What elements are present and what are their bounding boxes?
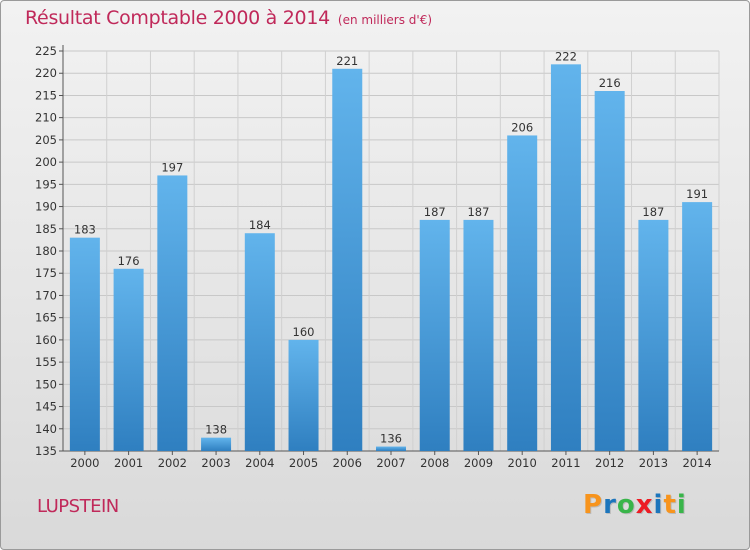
y-tick-label: 150 — [35, 377, 57, 391]
bar — [201, 437, 232, 451]
data-label: 138 — [205, 423, 227, 437]
y-tick-label: 190 — [35, 200, 57, 214]
y-tick-label: 215 — [35, 88, 57, 102]
y-tick-label: 195 — [35, 177, 57, 191]
logo-letter: i — [653, 490, 664, 520]
logo-letter: P — [583, 490, 604, 520]
y-tick-label: 170 — [35, 288, 57, 302]
data-label: 221 — [336, 54, 358, 68]
chart-title: Résultat Comptable 2000 à 2014 — [25, 7, 330, 29]
bar — [376, 446, 406, 451]
data-label: 176 — [118, 254, 140, 268]
logo-letter: x — [635, 490, 654, 520]
bar — [244, 233, 275, 451]
bar — [638, 219, 669, 451]
data-label: 187 — [424, 205, 446, 219]
x-tick-label: 2014 — [682, 456, 711, 470]
y-tick-label: 160 — [35, 333, 57, 347]
x-tick-label: 2001 — [114, 456, 143, 470]
data-label: 222 — [555, 49, 577, 63]
data-labels: 183 176 197 138 184 160 221 136 187 187 206 222 216 1… — [74, 49, 708, 445]
chart-header: Résultat Comptable 2000 à 2014 (en millie… — [25, 7, 432, 29]
x-tick-label: 2013 — [639, 456, 668, 470]
y-tick-label: 210 — [35, 111, 57, 125]
commune-name: LUPSTEIN — [37, 496, 119, 517]
bar — [332, 68, 363, 452]
y-tick-label: 165 — [35, 311, 57, 325]
bar — [682, 202, 713, 451]
logo-letter: t — [663, 490, 677, 520]
data-label: 216 — [599, 76, 621, 90]
y-tick-label: 225 — [35, 44, 57, 58]
logo-letter: i — [676, 490, 687, 520]
x-tick-label: 2003 — [201, 456, 230, 470]
y-tick-label: 220 — [35, 66, 57, 80]
y-tick-label: 185 — [35, 222, 57, 236]
y-tick-label: 175 — [35, 266, 57, 280]
data-label: 197 — [161, 160, 183, 174]
y-tick-label: 145 — [35, 400, 57, 414]
data-label: 191 — [686, 187, 708, 201]
x-tick-label: 2011 — [551, 456, 580, 470]
x-tick-label: 2004 — [245, 456, 274, 470]
bar — [419, 219, 450, 451]
x-tick-label: 2005 — [289, 456, 318, 470]
logo-letter: o — [616, 490, 636, 520]
y-tick-label: 155 — [35, 355, 57, 369]
data-label: 187 — [642, 205, 664, 219]
x-tick-label: 2007 — [376, 456, 405, 470]
data-label: 183 — [74, 223, 96, 237]
data-label: 187 — [467, 205, 489, 219]
bars — [69, 64, 713, 452]
bar — [69, 237, 100, 451]
data-label: 136 — [380, 432, 402, 446]
x-tick-label: 2006 — [333, 456, 362, 470]
y-tick-label: 205 — [35, 133, 57, 147]
x-tick-label: 2002 — [158, 456, 187, 470]
x-tick-label: 2010 — [508, 456, 537, 470]
bar — [550, 64, 581, 452]
chart-subtitle: (en milliers d'€) — [337, 13, 433, 27]
data-label: 184 — [249, 218, 271, 232]
bar — [507, 135, 538, 451]
x-tick-label: 2012 — [595, 456, 624, 470]
y-tick-label: 180 — [35, 244, 57, 258]
bar — [594, 91, 625, 451]
tick-labels: 135 140 145 150 155 160 165 170 175 180 185 190 195 2… — [35, 44, 712, 470]
logo-letter: r — [603, 490, 617, 520]
data-label: 206 — [511, 120, 533, 134]
x-tick-label: 2008 — [420, 456, 449, 470]
bar — [157, 175, 188, 451]
y-tick-label: 135 — [35, 444, 57, 458]
y-tick-label: 200 — [35, 155, 57, 169]
bar — [113, 268, 144, 451]
data-label: 160 — [293, 325, 315, 339]
x-tick-label: 2009 — [464, 456, 493, 470]
bar — [288, 339, 319, 451]
x-tick-label: 2000 — [70, 456, 99, 470]
bar — [463, 219, 494, 451]
y-tick-label: 140 — [35, 422, 57, 436]
proxiti-logo: Proxiti — [583, 490, 687, 520]
